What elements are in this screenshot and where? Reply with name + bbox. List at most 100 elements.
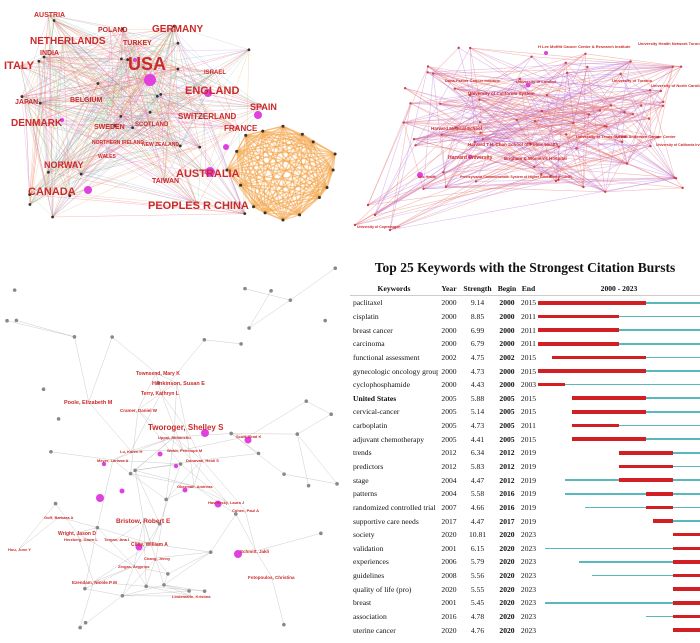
- author-node: [329, 412, 333, 417]
- burst-bar: [673, 628, 700, 632]
- institution-edge: [354, 105, 664, 226]
- country-edge: [132, 94, 161, 128]
- country-edge: [197, 116, 205, 206]
- country-edge: [135, 42, 209, 91]
- institution-edge: [550, 163, 628, 177]
- country-node: [120, 57, 123, 61]
- country-edge: [48, 125, 115, 173]
- country-edge: [21, 25, 175, 97]
- country-edge: [48, 14, 181, 147]
- institution-edge: [423, 141, 475, 190]
- institution-edge: [427, 66, 675, 178]
- country-edge: [146, 25, 175, 80]
- country-edge: [157, 90, 209, 97]
- country-edge: [48, 156, 106, 173]
- country-edge: [143, 64, 198, 206]
- country-node: [68, 194, 72, 198]
- country-edge: [114, 116, 122, 126]
- author-edge: [6, 320, 75, 338]
- country-edge: [110, 29, 181, 146]
- cluster-edge: [226, 169, 255, 208]
- country-edge: [21, 96, 70, 196]
- institution-edge: [415, 66, 673, 146]
- institution-edge: [427, 72, 606, 193]
- country-edge: [21, 96, 49, 192]
- begin-cell: 2005: [499, 421, 515, 431]
- country-edge: [110, 28, 174, 31]
- institution-edge: [389, 125, 605, 231]
- country-edge: [60, 28, 174, 166]
- country-edge: [160, 94, 245, 214]
- country-edge: [52, 72, 215, 218]
- country-edge: [132, 123, 150, 129]
- institution-edge: [389, 110, 601, 231]
- cluster-node: [252, 205, 256, 209]
- country-edge: [84, 99, 117, 143]
- institution-edge: [432, 73, 447, 187]
- author-edge: [210, 513, 237, 553]
- author-edge: [193, 459, 203, 487]
- author-node: [333, 266, 338, 271]
- institution-edge: [433, 73, 574, 124]
- burst-bar: [538, 382, 565, 387]
- begin-cell: 2020: [499, 557, 515, 567]
- author-edge: [133, 523, 160, 567]
- institution-node: [625, 162, 629, 165]
- country-edge: [62, 28, 174, 42]
- country-edge: [47, 40, 64, 192]
- institution-label: University Health Network Toronto: [638, 41, 700, 46]
- institution-edge: [583, 177, 677, 188]
- timeline-base: [544, 547, 700, 550]
- country-edge: [110, 29, 116, 126]
- country-edge: [52, 40, 64, 217]
- author-edge: [122, 590, 190, 597]
- timeline-cell: [538, 446, 700, 460]
- author-label: Hankinson, Susan E: [152, 381, 205, 387]
- institution-edge: [529, 95, 548, 144]
- burst-row: validation 2001 6.15 2020 2023: [350, 542, 700, 556]
- author-edge: [297, 434, 309, 486]
- year-cell: 2012: [441, 462, 457, 471]
- institution-edge: [649, 66, 673, 91]
- country-edge: [150, 112, 239, 129]
- country-edge: [149, 68, 179, 125]
- header-range: 2000 - 2023: [538, 282, 700, 296]
- country-label: ISRAEL: [204, 70, 226, 76]
- country-edge: [205, 49, 250, 174]
- institution-edge: [440, 103, 605, 127]
- author-edge: [137, 372, 157, 411]
- author-node: [304, 399, 309, 403]
- institution-edge: [414, 114, 589, 140]
- institution-edge: [546, 89, 651, 96]
- institution-edge: [479, 99, 517, 121]
- end-cell: 2015: [520, 298, 537, 308]
- institution-edge: [389, 141, 623, 231]
- author-hub-node: [119, 488, 125, 494]
- country-edge: [29, 112, 151, 195]
- country-edge: [120, 116, 133, 128]
- country-edge: [115, 71, 215, 143]
- country-edge: [38, 58, 122, 62]
- institution-node: [457, 46, 460, 50]
- country-edge: [60, 90, 209, 166]
- country-edge: [120, 116, 239, 129]
- institution-edge: [474, 141, 606, 193]
- country-edge: [53, 20, 179, 70]
- country-edge: [47, 83, 99, 192]
- country-edge: [48, 99, 85, 173]
- begin-cell: 2012: [499, 475, 515, 485]
- institution-edge: [534, 101, 664, 168]
- institution-edge: [632, 113, 675, 178]
- year-cell: 2005: [441, 407, 457, 417]
- institution-edge: [529, 110, 601, 144]
- country-node: [52, 19, 56, 22]
- author-edge: [134, 470, 160, 524]
- country-edge: [25, 101, 53, 218]
- country-edge: [53, 20, 135, 60]
- institution-edge: [534, 121, 584, 188]
- end-cell: 2015: [520, 366, 537, 376]
- begin-cell: 2002: [499, 352, 515, 362]
- country-edge: [106, 90, 209, 128]
- country-node: [148, 110, 152, 114]
- country-edge: [25, 71, 215, 103]
